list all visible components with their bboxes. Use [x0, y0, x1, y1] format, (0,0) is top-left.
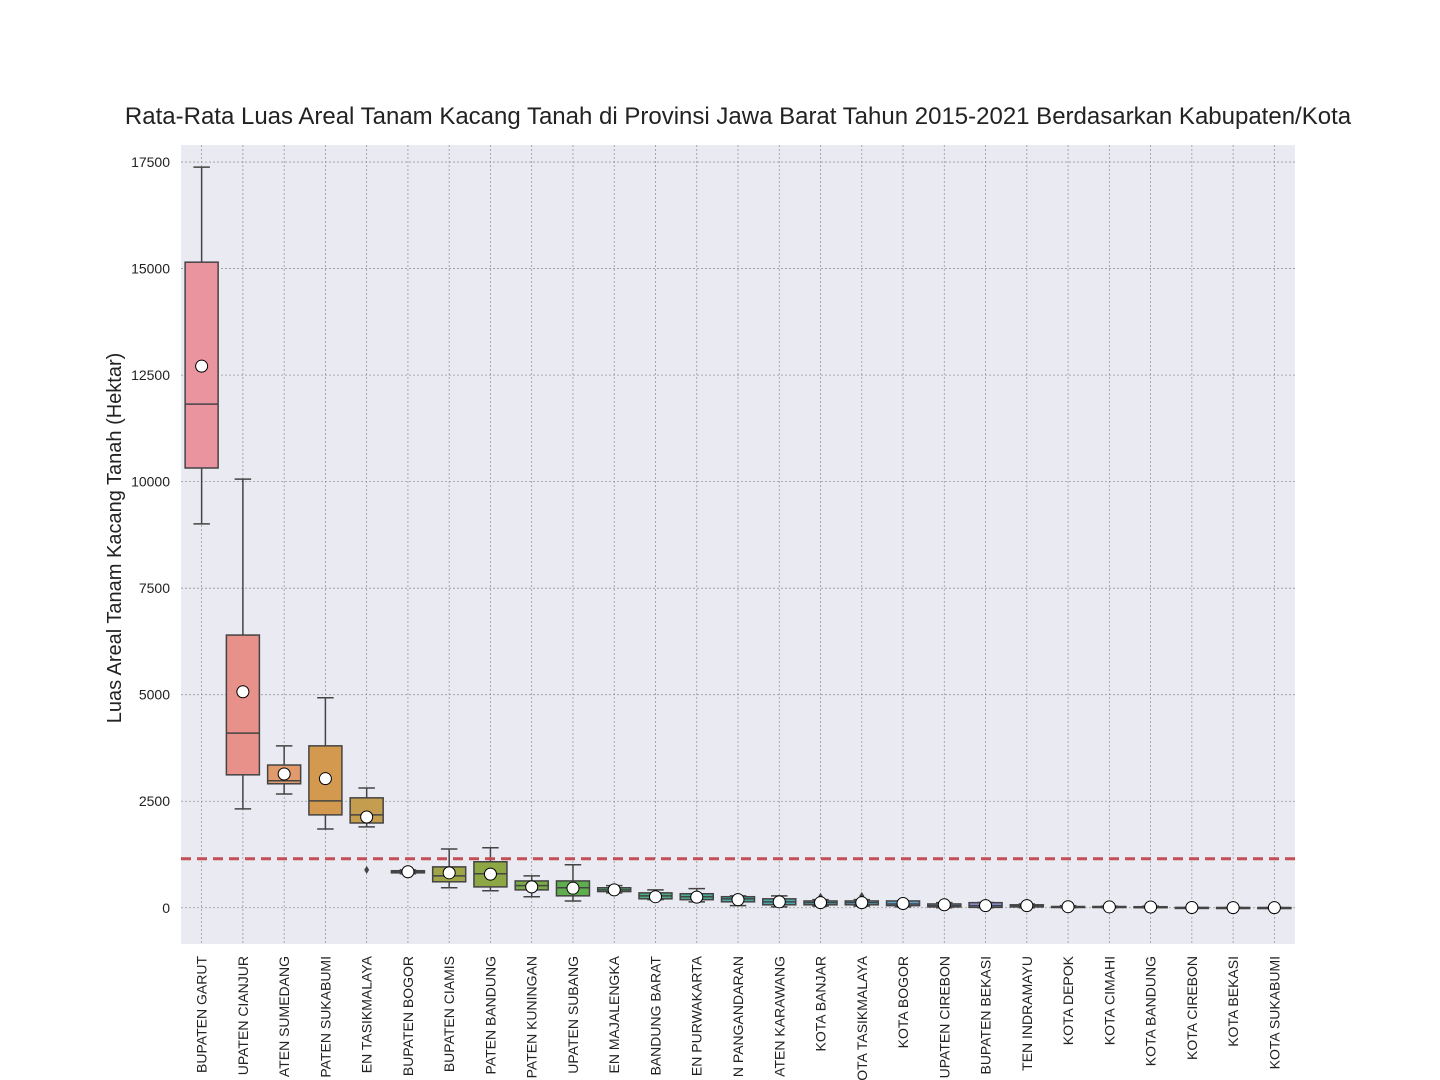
mean — [360, 810, 374, 824]
mean — [937, 898, 951, 912]
mean — [318, 772, 332, 786]
x-tick-label: BUPATEN BEKASI — [978, 956, 994, 1075]
mean — [607, 883, 621, 897]
x-tick-label: EN PURWAKARTA — [689, 955, 705, 1076]
mean — [772, 895, 786, 909]
mean — [566, 881, 580, 895]
y-axis-label: Luas Areal Tanam Kacang Tanah (Hektar) — [104, 353, 126, 724]
x-tick-label: KOTA BOGOR — [895, 956, 911, 1048]
mean — [731, 893, 745, 907]
x-tick-label: N PANGANDARAN — [730, 956, 746, 1077]
x-tick-label: KOTA CIREBON — [1184, 956, 1200, 1060]
x-tick-label: BUPATEN CIAMIS — [441, 956, 457, 1072]
mean — [690, 890, 704, 904]
x-tick-label: PATEN KUNINGAN — [524, 956, 540, 1078]
mean — [277, 767, 291, 781]
x-tick-label: EN MAJALENGKA — [606, 955, 622, 1073]
mean — [236, 685, 250, 699]
y-tick-label: 7500 — [139, 580, 170, 596]
x-tick-label: KOTA BANJAR — [813, 956, 829, 1051]
mean — [648, 890, 662, 904]
mean — [1020, 899, 1034, 913]
x-tick-label: KOTA SUKABUMI — [1266, 956, 1282, 1069]
outlier — [364, 865, 370, 874]
mean — [1102, 900, 1116, 914]
y-tick-label: 5000 — [139, 687, 170, 703]
mean — [855, 896, 869, 910]
x-tick-label: UPATEN CIANJUR — [235, 956, 251, 1075]
x-tick-label: TEN INDRAMAYU — [1019, 956, 1035, 1071]
mean — [896, 897, 910, 911]
x-tick-label: BANDUNG BARAT — [647, 956, 663, 1076]
mean — [195, 359, 209, 373]
mean — [525, 880, 539, 894]
x-tick-label: OTA TASIKMALAYA — [854, 955, 870, 1080]
x-tick-label: UPATEN SUBANG — [565, 956, 581, 1074]
chart-title: Rata-Rata Luas Areal Tanam Kacang Tanah … — [125, 103, 1352, 130]
x-tick-label: KOTA BEKASI — [1225, 956, 1241, 1047]
mean — [1185, 901, 1199, 915]
x-tick-label: PATEN SUKABUMI — [317, 956, 333, 1078]
mean — [483, 867, 497, 881]
y-tick-label: 17500 — [131, 154, 170, 170]
mean — [1226, 901, 1240, 915]
mean — [442, 866, 456, 880]
x-tick-label: KOTA BANDUNG — [1143, 956, 1159, 1066]
x-tick-label: ATEN SUMEDANG — [276, 956, 292, 1077]
x-tick-label: PATEN BANDUNG — [482, 956, 498, 1075]
y-tick-label: 0 — [162, 900, 170, 916]
y-tick-label: 10000 — [131, 474, 170, 490]
x-tick-label: EN TASIKMALAYA — [359, 955, 375, 1073]
x-tick-label: KOTA CIMAHI — [1101, 956, 1117, 1045]
mean — [401, 865, 415, 879]
mean — [1267, 901, 1281, 915]
x-tick-label: KOTA DEPOK — [1060, 955, 1076, 1045]
mean — [979, 899, 993, 913]
y-tick-label: 12500 — [131, 367, 170, 383]
mean — [1061, 900, 1075, 914]
mean — [814, 896, 828, 910]
x-tick-label: ATEN KARAWANG — [771, 956, 787, 1077]
y-tick-label: 15000 — [131, 261, 170, 277]
x-tick-label: UPATEN CIREBON — [936, 956, 952, 1078]
mean — [1144, 900, 1158, 914]
plot-area — [181, 145, 1295, 944]
y-tick-label: 2500 — [139, 793, 170, 809]
box — [225, 634, 261, 776]
x-tick-label: BUPATEN GARUT — [194, 956, 210, 1073]
x-tick-label: BUPATEN BOGOR — [400, 956, 416, 1076]
